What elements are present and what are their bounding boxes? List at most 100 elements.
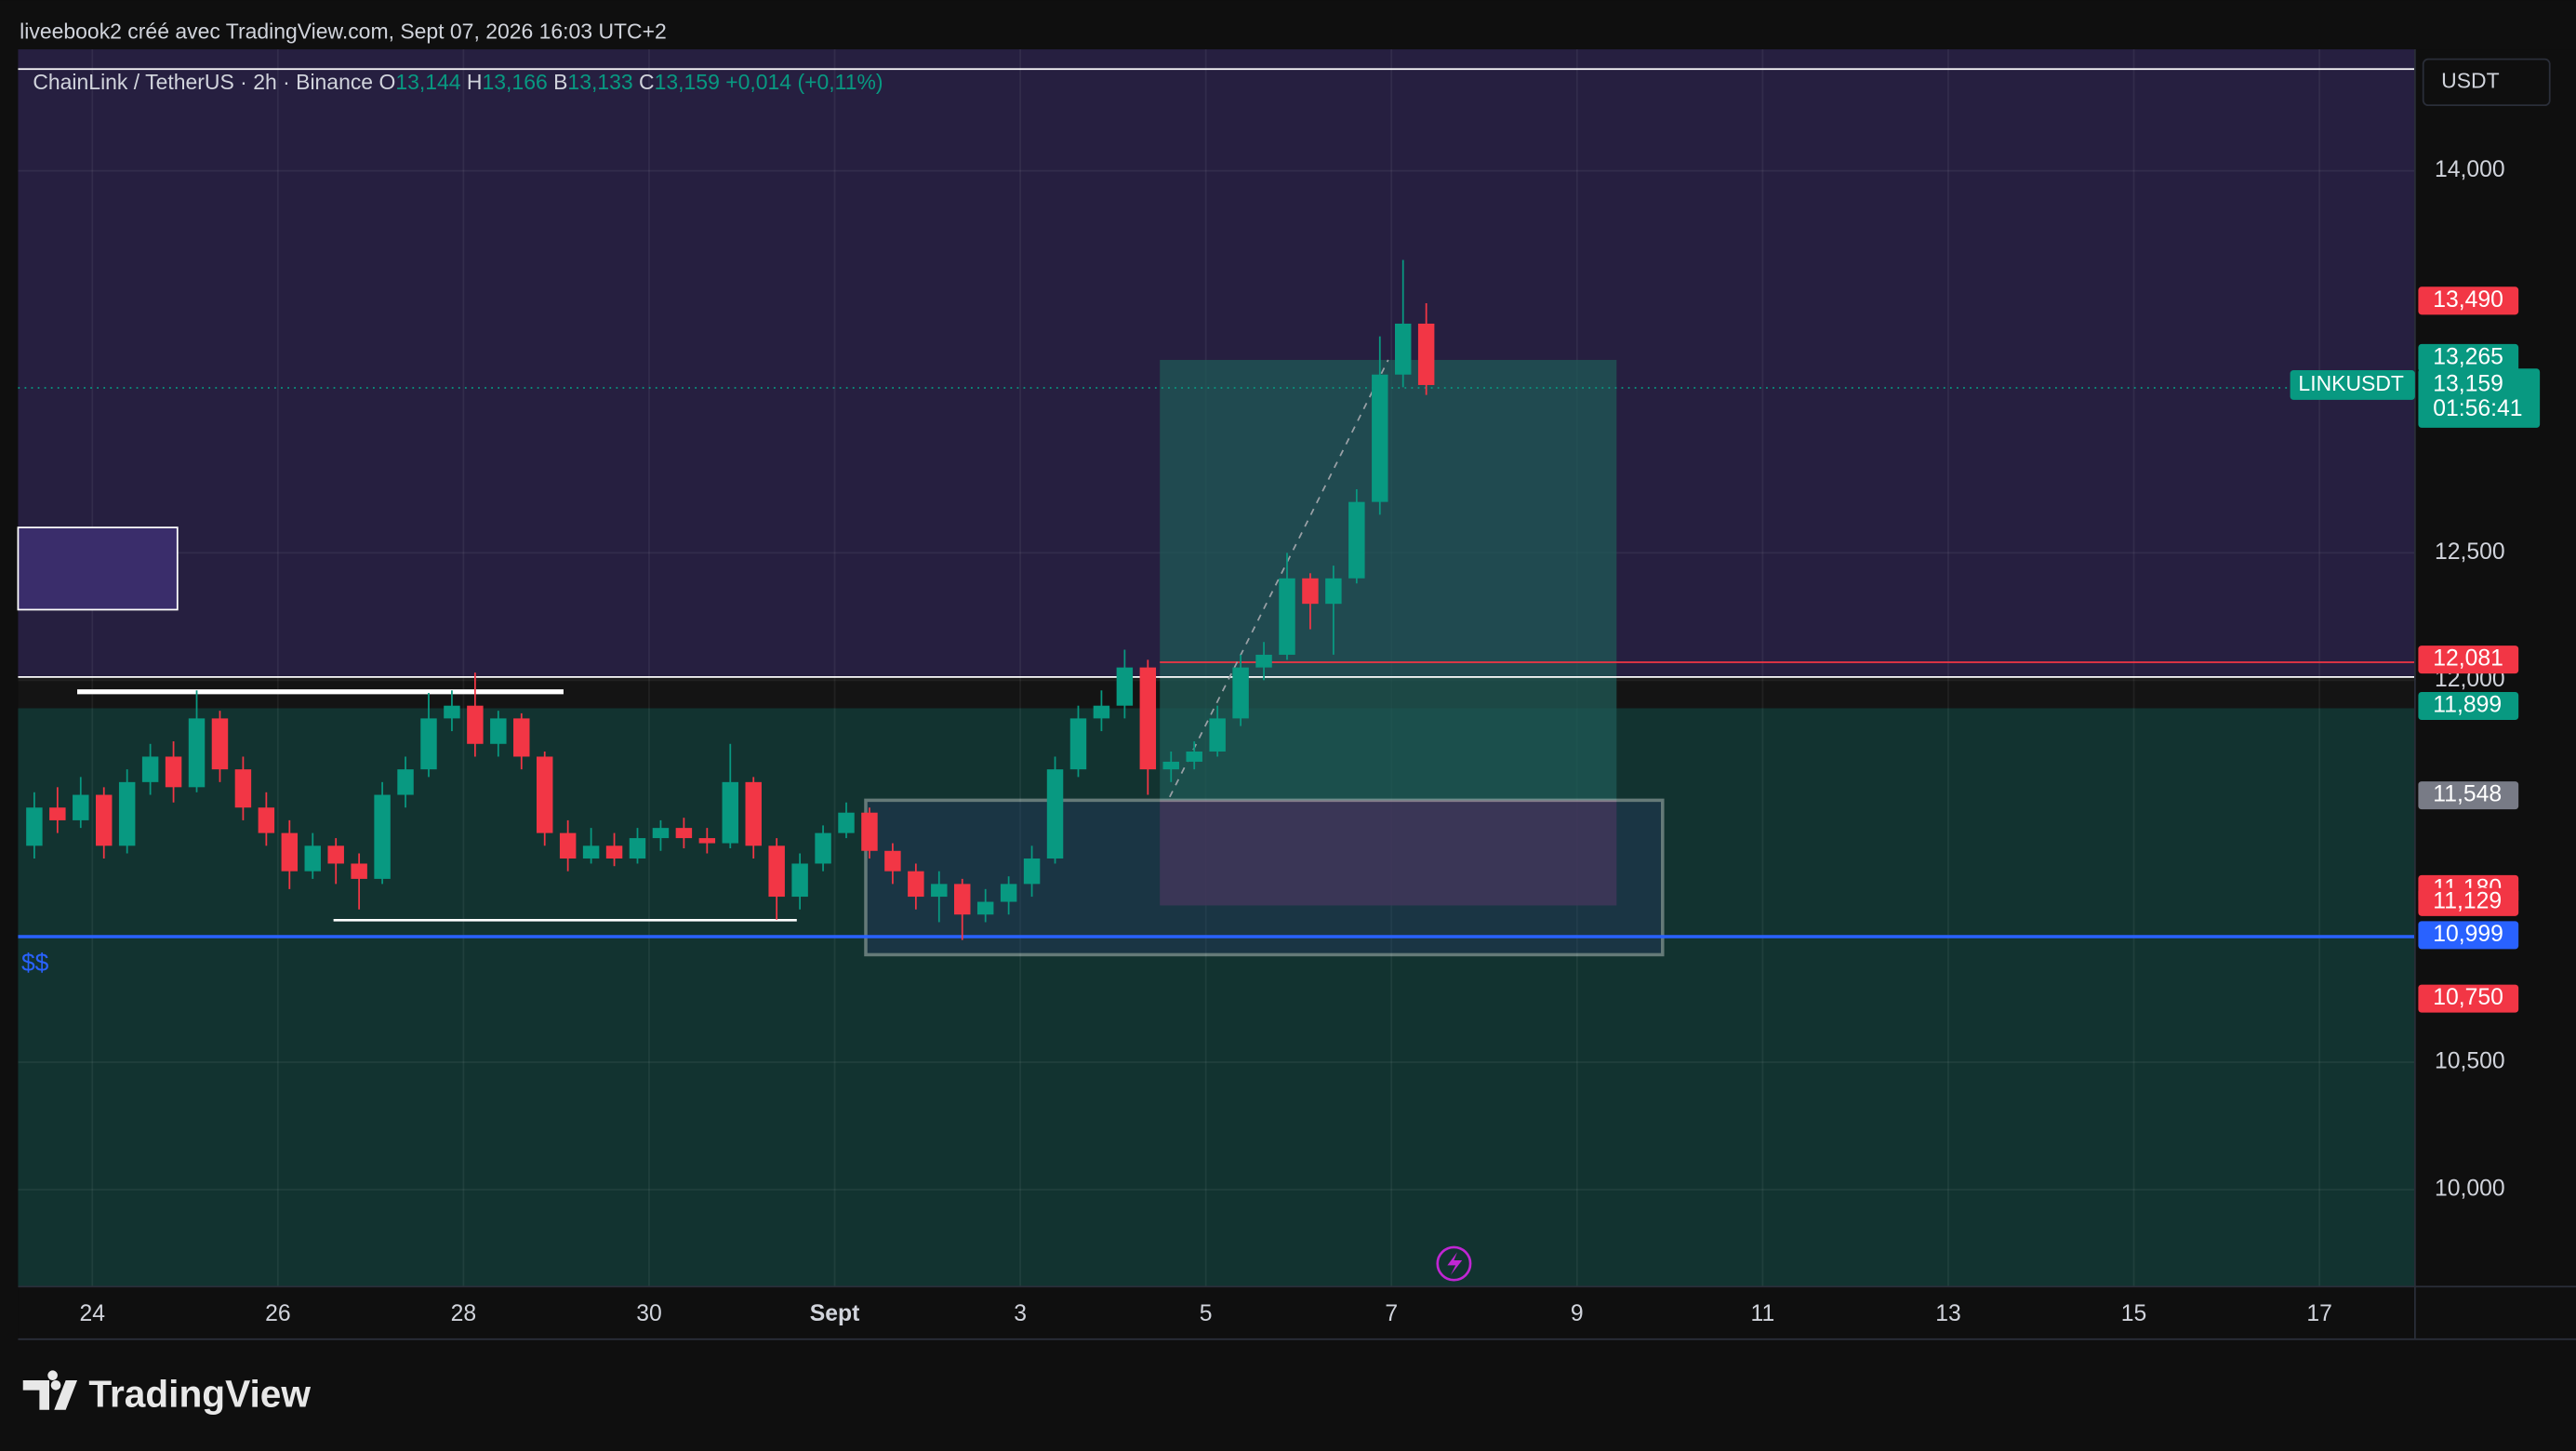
footer-logo: TradingView xyxy=(88,1372,311,1415)
price-badge-label: 13,490 xyxy=(2433,287,2503,313)
candle-body xyxy=(258,807,275,833)
alert-bolt xyxy=(1447,1252,1463,1275)
price-badge-label: 10,750 xyxy=(2433,985,2503,1010)
candle-body xyxy=(954,884,971,915)
price-badge xyxy=(2418,368,2541,428)
time-axis xyxy=(18,1286,2415,1339)
candle-body xyxy=(1302,578,1319,605)
candle-body xyxy=(304,845,321,872)
x-tick-label: 26 xyxy=(265,1301,291,1326)
candle-body xyxy=(1209,718,1226,752)
price-badge xyxy=(2418,781,2519,810)
candle-body xyxy=(861,812,878,851)
candle-body xyxy=(1394,323,1412,375)
zone-box xyxy=(17,526,179,611)
candle-body xyxy=(1417,323,1435,385)
legend-key: O xyxy=(378,70,395,94)
price-badge xyxy=(2418,921,2519,950)
candle-body xyxy=(96,794,113,846)
candle-body xyxy=(976,901,994,915)
candle-body xyxy=(605,845,623,859)
currency[interactable]: USDT xyxy=(2441,68,2499,92)
symbol-label: LINKUSDT xyxy=(2298,371,2404,395)
alert-icon[interactable] xyxy=(1436,1245,1472,1282)
candle-body xyxy=(768,845,785,898)
x-tick-label: 5 xyxy=(1200,1301,1213,1326)
candle-body xyxy=(351,863,367,879)
candle-body xyxy=(582,845,600,859)
legend-title: ChainLink / TetherUS · 2h · Binance xyxy=(33,70,373,94)
header-text: liveebook2 créé avec TradingView.com, Se… xyxy=(20,19,667,43)
candle-body xyxy=(1325,578,1342,605)
candle-body xyxy=(211,718,229,770)
candle-body xyxy=(188,718,206,788)
candle-body xyxy=(536,756,553,833)
candle-body xyxy=(281,832,299,872)
candle-body xyxy=(420,718,437,770)
target-zone xyxy=(1160,359,1617,801)
x-tick-label: 17 xyxy=(2306,1301,2332,1326)
trend-dash xyxy=(1169,359,1389,798)
annotation: $$ xyxy=(21,949,49,977)
legend-key: B xyxy=(553,70,567,94)
candle-body xyxy=(444,705,460,719)
candle-body xyxy=(791,863,808,898)
candle-body xyxy=(1279,578,1295,655)
candle-body xyxy=(652,828,670,839)
candle-body xyxy=(1000,884,1017,902)
candle-body xyxy=(722,781,739,844)
price-badge-label: 11,548 xyxy=(2433,782,2502,807)
countdown: 01:56:41 xyxy=(2433,396,2522,421)
legend-change: +0,014 (+0,11%) xyxy=(725,70,883,94)
legend-value: 13,144 xyxy=(395,70,460,94)
candle-body xyxy=(559,832,577,859)
candle-body xyxy=(931,884,948,898)
candle-body xyxy=(1116,667,1134,706)
x-tick-label: 15 xyxy=(2121,1301,2147,1326)
candle-body xyxy=(49,807,66,820)
candle-body xyxy=(327,845,344,864)
x-tick-label: 30 xyxy=(636,1301,662,1326)
price-badge-label: 11,129 xyxy=(2433,888,2502,913)
candle-body xyxy=(118,781,136,846)
candle-body xyxy=(374,794,391,879)
candle-body xyxy=(675,828,693,839)
legend-value: 13,166 xyxy=(483,70,548,94)
x-tick-label: 7 xyxy=(1385,1301,1398,1326)
price-badge-label: 13,265 xyxy=(2433,344,2503,369)
price-badge xyxy=(2418,887,2519,916)
candle-body xyxy=(490,718,507,744)
price-badge xyxy=(2418,286,2519,315)
x-tick-label: 28 xyxy=(451,1301,477,1326)
range-box xyxy=(864,798,1665,957)
price-badge-label: 10,999 xyxy=(2433,922,2503,947)
candle-body xyxy=(884,850,901,872)
candle-body xyxy=(1139,667,1157,770)
y-tick-label: 12,500 xyxy=(2435,539,2505,565)
legend-key: H xyxy=(467,70,483,94)
candle-body xyxy=(1162,761,1179,770)
y-tick-label: 14,000 xyxy=(2435,157,2505,182)
candle-body xyxy=(698,838,716,844)
candle-body xyxy=(815,832,831,864)
x-tick-label: 24 xyxy=(80,1301,106,1326)
candle-body xyxy=(513,718,530,757)
legend-value: 13,159 xyxy=(655,70,720,94)
currency-button[interactable] xyxy=(2422,58,2551,106)
price-badge xyxy=(2418,343,2519,372)
candle-body xyxy=(1186,751,1202,762)
candle-body xyxy=(397,769,414,795)
price-badge xyxy=(2418,984,2519,1013)
candle-body xyxy=(1372,374,1388,502)
candle-body xyxy=(1023,858,1041,885)
candle-body xyxy=(908,871,924,898)
candle-body xyxy=(234,769,252,808)
stop-zone xyxy=(1160,800,1617,906)
candle-body xyxy=(1069,718,1087,770)
candles xyxy=(26,260,1435,940)
legend: ChainLink / TetherUS · 2h · Binance O13,… xyxy=(33,70,883,94)
